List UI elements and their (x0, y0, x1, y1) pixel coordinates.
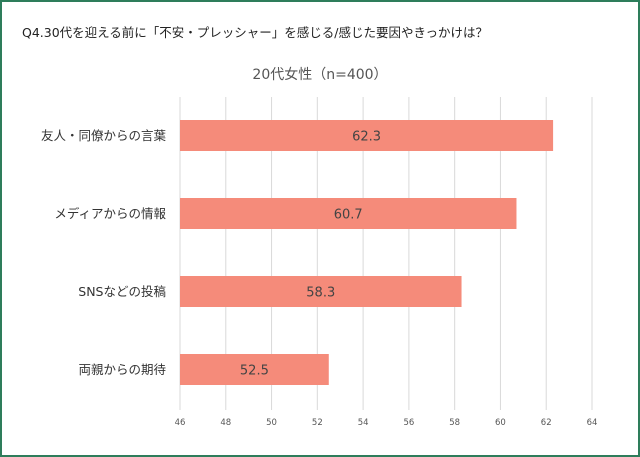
x-tick-label: 56 (403, 418, 414, 428)
bar (180, 354, 329, 385)
x-tick-label: 62 (541, 418, 552, 428)
x-tick-label: 48 (220, 418, 231, 428)
bar-value-label: 62.3 (352, 130, 381, 145)
x-tick-label: 46 (175, 418, 186, 428)
category-label: SNSなどの投稿 (78, 284, 166, 299)
chart-title: 20代女性（n=400） (252, 67, 388, 83)
category-label: 友人・同僚からの言葉 (41, 128, 167, 143)
x-tick-label: 58 (449, 418, 460, 428)
bar-value-label: 52.5 (240, 364, 269, 379)
x-tick-label: 50 (266, 418, 277, 428)
category-label: メディアからの情報 (54, 206, 166, 221)
x-tick-label: 60 (495, 418, 506, 428)
x-tick-label: 54 (358, 418, 369, 428)
bar (180, 120, 554, 151)
bar-value-label: 58.3 (306, 286, 335, 301)
question-title: Q4.30代を迎える前に「不安・プレッシャー」を感じる/感じた要因やきっかけは？ (22, 25, 489, 40)
bar (180, 276, 462, 307)
bar (180, 198, 517, 229)
category-label: 両親からの期待 (78, 362, 166, 377)
bar-value-label: 60.7 (334, 208, 363, 223)
x-tick-label: 64 (587, 418, 598, 428)
x-tick-label: 52 (312, 418, 323, 428)
